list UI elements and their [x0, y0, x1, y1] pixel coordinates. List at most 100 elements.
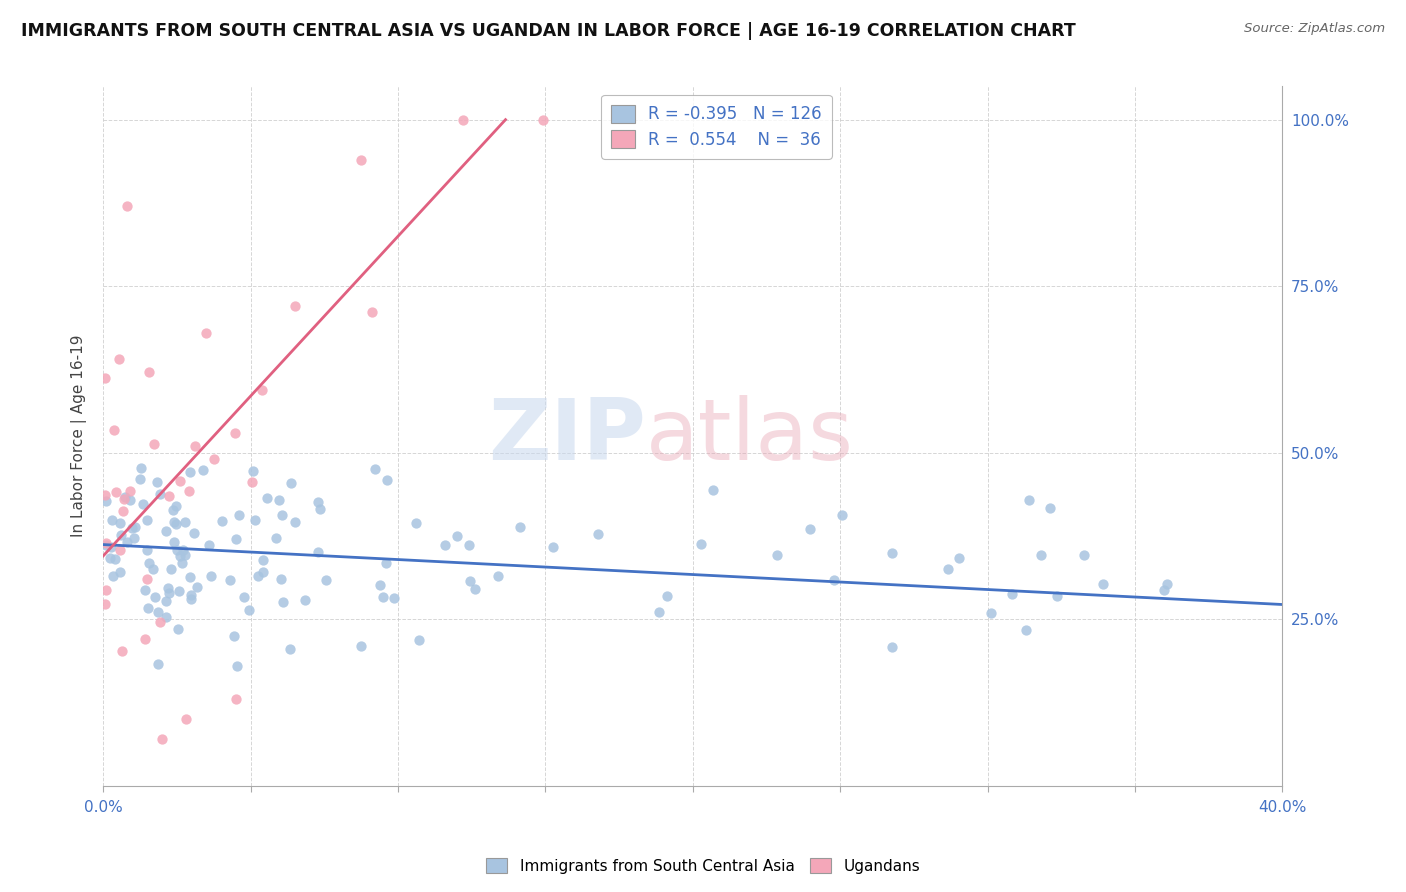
Point	[458, 574, 481, 588]
Point	[111, 644, 134, 658]
Point	[309, 502, 332, 516]
Point	[799, 522, 821, 536]
Point	[93, 597, 115, 611]
Point	[1046, 589, 1069, 603]
Point	[1156, 576, 1178, 591]
Point	[121, 521, 143, 535]
Point	[225, 533, 247, 547]
Point	[434, 537, 457, 551]
Legend: Immigrants from South Central Asia, Ugandans: Immigrants from South Central Asia, Ugan…	[479, 852, 927, 880]
Point	[1015, 624, 1038, 638]
Point	[169, 549, 191, 563]
Point	[157, 489, 180, 503]
Point	[225, 692, 247, 706]
Point	[315, 574, 337, 588]
Point	[1018, 493, 1040, 508]
Point	[155, 610, 177, 624]
Point	[98, 550, 121, 565]
Point	[172, 543, 194, 558]
Text: Source: ZipAtlas.com: Source: ZipAtlas.com	[1244, 22, 1385, 36]
Point	[124, 520, 146, 534]
Point	[146, 657, 169, 672]
Point	[180, 591, 202, 606]
Point	[382, 591, 405, 606]
Point	[1073, 548, 1095, 562]
Point	[108, 352, 131, 367]
Point	[307, 495, 329, 509]
Point	[195, 326, 218, 340]
Point	[169, 474, 191, 488]
Point	[1039, 501, 1062, 516]
Point	[149, 615, 172, 629]
Point	[948, 551, 970, 566]
Point	[96, 493, 118, 508]
Text: atlas: atlas	[645, 394, 853, 477]
Point	[142, 436, 165, 450]
Point	[108, 565, 131, 579]
Point	[371, 590, 394, 604]
Point	[160, 562, 183, 576]
Text: IMMIGRANTS FROM SOUTH CENTRAL ASIA VS UGANDAN IN LABOR FORCE | AGE 16-19 CORRELA: IMMIGRANTS FROM SOUTH CENTRAL ASIA VS UG…	[21, 22, 1076, 40]
Point	[112, 492, 135, 507]
Point	[174, 548, 197, 562]
Point	[162, 503, 184, 517]
Point	[138, 365, 160, 379]
Point	[1153, 582, 1175, 597]
Point	[120, 492, 142, 507]
Point	[980, 607, 1002, 621]
Point	[202, 452, 225, 467]
Point	[232, 590, 254, 604]
Point	[226, 659, 249, 673]
Point	[156, 581, 179, 595]
Point	[174, 712, 197, 726]
Point	[103, 423, 125, 437]
Point	[136, 573, 159, 587]
Point	[246, 568, 269, 582]
Point	[655, 590, 678, 604]
Point	[142, 562, 165, 576]
Point	[155, 524, 177, 538]
Point	[96, 538, 118, 552]
Point	[541, 540, 564, 554]
Point	[242, 475, 264, 489]
Point	[101, 568, 124, 582]
Point	[252, 565, 274, 579]
Point	[368, 577, 391, 591]
Point	[531, 112, 554, 127]
Point	[132, 497, 155, 511]
Point	[94, 583, 117, 598]
Point	[350, 153, 373, 168]
Point	[193, 463, 215, 477]
Point	[307, 544, 329, 558]
Point	[451, 112, 474, 127]
Point	[408, 632, 430, 647]
Point	[222, 629, 245, 643]
Point	[690, 537, 713, 551]
Point	[350, 639, 373, 653]
Point	[143, 590, 166, 604]
Point	[238, 603, 260, 617]
Point	[586, 526, 609, 541]
Point	[1001, 586, 1024, 600]
Point	[179, 484, 201, 499]
Point	[149, 487, 172, 501]
Point	[278, 642, 301, 657]
Point	[938, 562, 960, 576]
Point	[105, 484, 128, 499]
Point	[198, 538, 221, 552]
Point	[186, 580, 208, 594]
Point	[122, 531, 145, 545]
Point	[115, 535, 138, 549]
Point	[129, 472, 152, 486]
Point	[294, 593, 316, 607]
Point	[110, 542, 132, 557]
Point	[243, 513, 266, 527]
Point	[457, 538, 479, 552]
Legend: R = -0.395   N = 126, R =  0.554    N =  36: R = -0.395 N = 126, R = 0.554 N = 36	[602, 95, 831, 159]
Point	[114, 490, 136, 504]
Point	[111, 503, 134, 517]
Point	[267, 493, 290, 508]
Point	[170, 556, 193, 570]
Point	[702, 483, 724, 497]
Point	[135, 543, 157, 558]
